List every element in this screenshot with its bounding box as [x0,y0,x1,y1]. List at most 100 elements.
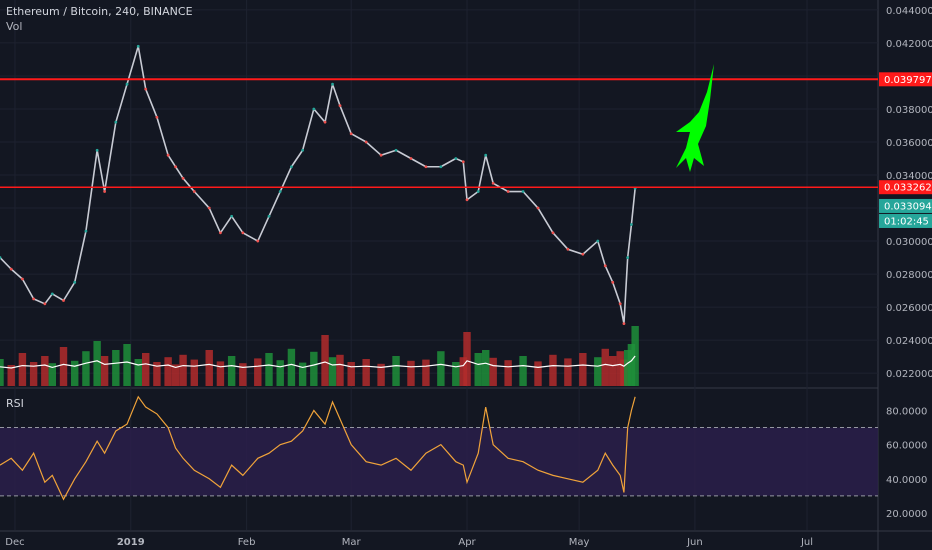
volume-bar [392,356,400,386]
volume-bar [489,357,497,386]
price-tag-last-price [879,198,932,213]
price-point [491,181,495,185]
volume-bar [620,359,628,386]
time-tick-label: Dec [5,537,24,548]
volume-bar [142,353,150,386]
volume-pane [0,326,639,386]
price-tick-label: 0.036000 [886,138,932,149]
volume-bar [153,362,161,386]
volume-bar [190,359,198,386]
price-point [521,190,525,193]
price-point [73,280,77,284]
price-tick-label: 0.030000 [886,237,932,248]
price-point [0,256,2,259]
price-tick-label: 0.044000 [886,6,932,17]
price-point [103,190,107,193]
price-point [43,302,47,306]
price-point [267,214,271,218]
price-point [32,297,36,301]
volume-bar [474,353,482,386]
rsi-tick-label: 40.0000 [886,475,927,486]
price-point [596,239,600,243]
price-point [394,148,398,152]
price-point [331,82,334,86]
volume-bar [627,344,636,386]
volume-bar [239,363,247,386]
volume-bar [48,363,57,386]
price-point [219,231,222,235]
price-point [62,299,65,302]
price-point [461,160,465,164]
volume-bar [41,356,49,386]
volume-bar [616,351,624,386]
price-point [84,229,88,233]
rsi-tick-label: 20.0000 [886,509,927,520]
volume-bar [328,357,337,386]
price-point [364,140,368,144]
volume-bar [227,356,236,386]
volume-bar [298,362,307,386]
price-point [379,153,383,157]
volume-ma-line [0,355,636,369]
price-point [114,120,118,124]
volume-bar [481,350,490,386]
volume-bar [564,358,572,386]
volume-bar [171,364,180,386]
price-point [439,165,443,169]
volume-bar [71,360,79,386]
volume-bar [265,353,273,386]
volume-bar [336,354,344,386]
volume-bar [164,357,172,386]
volume-bar [362,359,370,386]
volume-bar [123,344,131,386]
price-point [476,190,480,193]
volume-bar [276,360,284,386]
volume-bar [18,353,27,386]
price-point [9,267,13,271]
price-tag-resistance [879,180,932,195]
price-point [349,132,353,136]
time-tick-label: Mar [342,537,362,548]
price-point [465,198,469,202]
volume-bar [7,365,15,386]
price-point [207,206,211,210]
price-point [290,165,293,169]
price-point [618,302,622,306]
price-tag-label: 0.039797 [884,75,932,86]
price-tag-resistance [879,72,932,87]
volume-bar [134,359,142,386]
volume-bar [287,348,296,386]
price-point [338,104,342,108]
volume-bar [519,356,527,386]
time-tick-label: Feb [238,537,256,548]
volume-bar [623,350,632,386]
volume-bar [407,360,415,386]
price-point [409,157,413,160]
volume-bar [82,351,90,386]
time-tick-label: Jun [686,537,703,548]
price-point [626,256,630,259]
price-tick-label: 0.026000 [886,303,932,314]
time-tick-label: 2019 [117,537,145,548]
price-point [312,107,316,111]
price-point [622,322,626,326]
volume-bar [534,361,542,386]
price-point [551,231,555,235]
price-point [125,82,129,86]
time-tick-label: May [569,537,590,548]
price-point [230,214,234,218]
volume-bar [100,356,109,386]
volume-bar [93,341,101,386]
volume-bar [377,363,385,386]
volume-bar [549,354,557,386]
price-tick-label: 0.034000 [886,171,932,182]
price-pane [0,44,878,326]
rocket-icon [676,64,714,172]
price-point [454,157,458,160]
volume-label: Vol [6,20,23,33]
volume-bar [609,356,617,386]
price-point [424,165,428,169]
volume-bar [437,351,445,386]
time-tick-label: Jul [800,537,813,548]
